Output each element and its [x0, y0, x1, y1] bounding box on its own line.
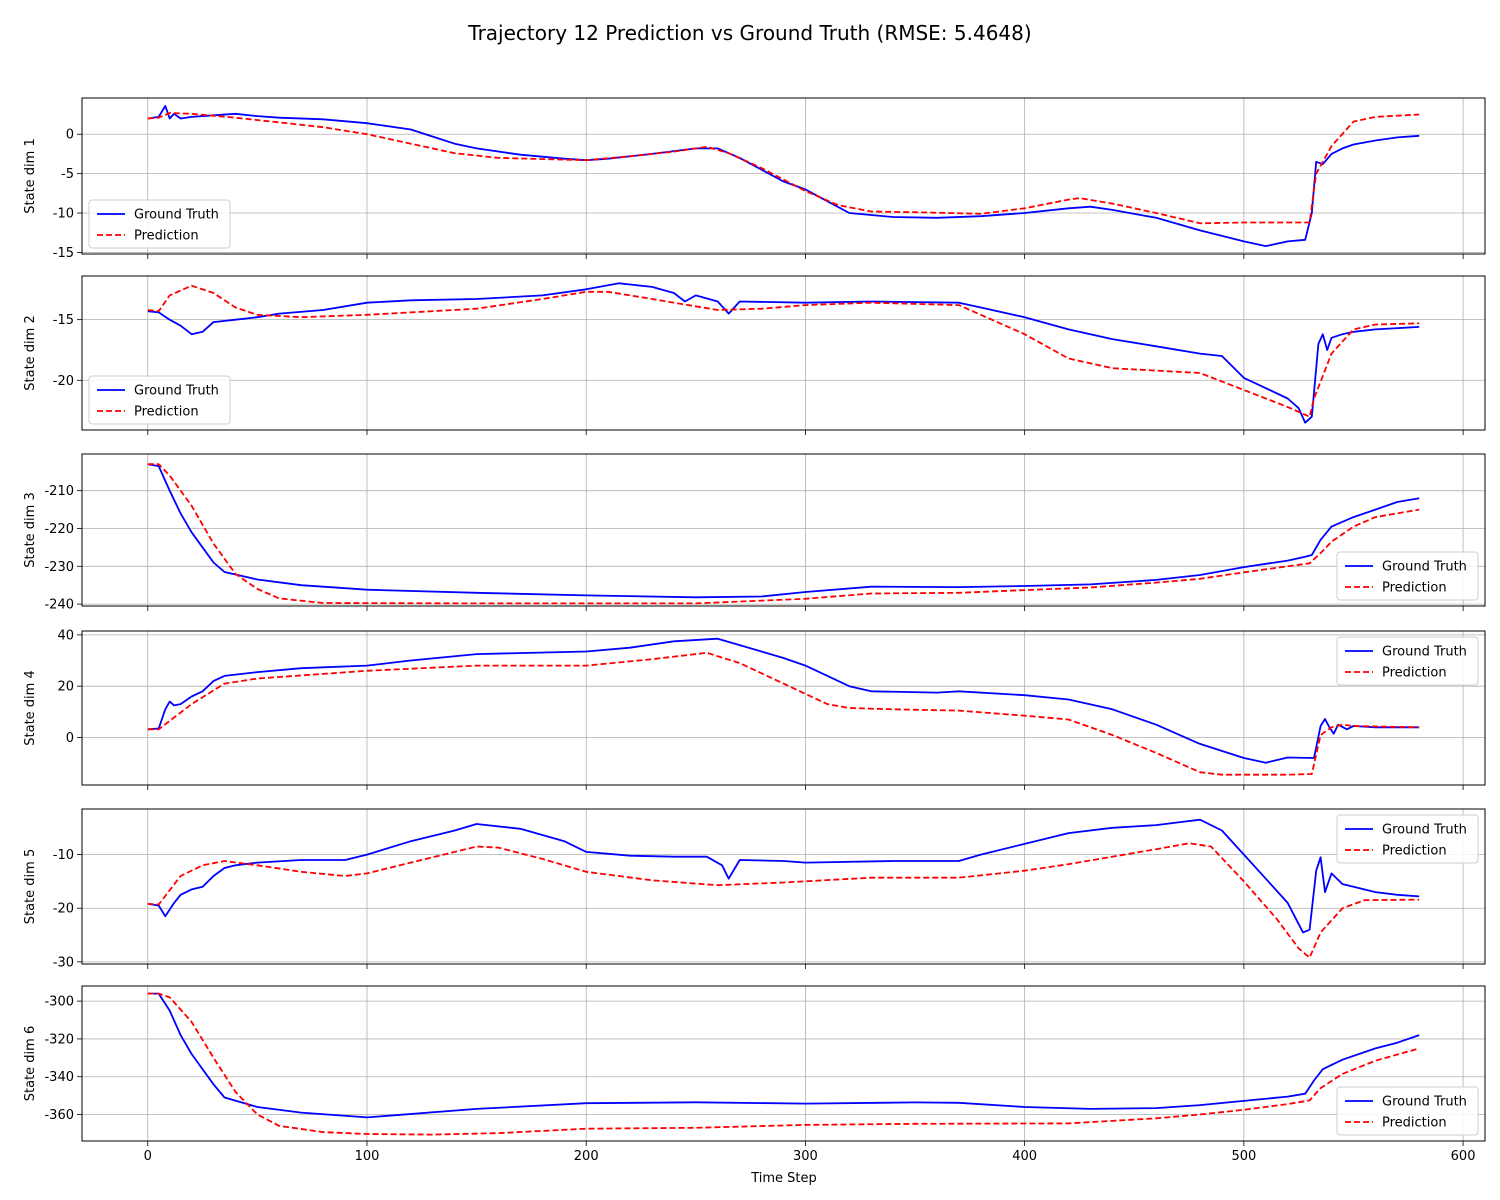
y-tick-label: -15 — [53, 313, 74, 328]
y-tick-label: -10 — [53, 848, 74, 863]
legend-box — [88, 375, 231, 425]
legend-label: Ground Truth — [1382, 645, 1467, 660]
subplot-6: 0 100 200 300 400 500 600 -360 -340 -320 -300 State… — [23, 985, 1486, 1164]
y-axis-label: State dim 3 — [23, 492, 38, 567]
x-tick-label: 500 — [1231, 1149, 1256, 1164]
axes-frame — [81, 97, 1486, 255]
x-tick-label: 200 — [574, 1149, 599, 1164]
x-tick-label: 600 — [1451, 1149, 1476, 1164]
prediction-line — [147, 992, 1420, 1136]
axes-frame — [81, 985, 1486, 1142]
y-tick-label: -220 — [44, 522, 74, 537]
y-tick-label: -300 — [44, 995, 74, 1010]
subplot-3: -240 -230 -220 -210 State dim 3 Ground Truth P… — [23, 453, 1486, 613]
legend-label: Prediction — [1382, 666, 1447, 681]
y-tick-label: -340 — [44, 1070, 74, 1085]
legend-label: Ground Truth — [134, 208, 219, 223]
legend: Ground Truth Prediction — [1336, 814, 1479, 864]
axes-frame — [81, 808, 1486, 965]
y-tick-label: 40 — [57, 628, 74, 643]
y-axis-label: State dim 1 — [23, 138, 38, 213]
subplots: -15 -10 -5 0 State dim 1 Ground Truth Predicti… — [23, 97, 1486, 1164]
legend-box — [1336, 551, 1479, 601]
legend-label: Ground Truth — [134, 384, 219, 399]
y-tick-label: 20 — [57, 680, 74, 695]
ground-truth-line — [147, 637, 1420, 764]
y-tick-label: -20 — [53, 902, 74, 917]
ground-truth-line — [147, 992, 1420, 1119]
ground-truth-line — [147, 463, 1420, 599]
legend-label: Prediction — [134, 405, 199, 420]
y-tick-label: -30 — [53, 955, 74, 970]
legend: Ground Truth Prediction — [88, 375, 231, 425]
subplot-1: -15 -10 -5 0 State dim 1 Ground Truth Predicti… — [23, 97, 1486, 261]
prediction-line — [147, 651, 1420, 776]
x-tick-label: 0 — [144, 1149, 152, 1164]
legend-box — [1336, 636, 1479, 686]
prediction-line — [147, 112, 1420, 225]
ground-truth-line — [147, 105, 1420, 247]
y-tick-label: -360 — [44, 1108, 74, 1123]
legend-label: Ground Truth — [1382, 560, 1467, 575]
y-tick-label: -240 — [44, 598, 74, 613]
y-tick-label: -10 — [53, 207, 74, 222]
legend-box — [1336, 1086, 1479, 1136]
legend-label: Prediction — [1382, 581, 1447, 596]
subplot-4: 0 20 40 State dim 4 Ground Truth Prediction — [23, 628, 1486, 790]
ground-truth-line — [147, 282, 1420, 424]
y-tick-label: -230 — [44, 560, 74, 575]
legend-label: Ground Truth — [1382, 1095, 1467, 1110]
subplot-5: -30 -20 -10 State dim 5 Ground Truth Predicti… — [23, 808, 1486, 970]
legend-label: Ground Truth — [1382, 823, 1467, 838]
x-tick-label: 300 — [793, 1149, 818, 1164]
axes-frame — [81, 453, 1486, 607]
y-axis-label: State dim 4 — [23, 670, 38, 745]
ground-truth-line — [147, 818, 1420, 934]
legend-label: Prediction — [1382, 1116, 1447, 1131]
x-tick-label: 100 — [355, 1149, 380, 1164]
legend-box — [1336, 814, 1479, 864]
y-tick-label: -320 — [44, 1032, 74, 1047]
legend-label: Prediction — [1382, 844, 1447, 859]
legend-box — [88, 199, 231, 249]
legend: Ground Truth Prediction — [1336, 636, 1479, 686]
subplot-2: -20 -15 State dim 2 Ground Truth Prediction — [23, 275, 1486, 435]
legend: Ground Truth Prediction — [1336, 551, 1479, 601]
y-tick-label: 0 — [66, 731, 74, 746]
y-tick-label: -5 — [61, 167, 74, 182]
y-tick-label: 0 — [66, 128, 74, 143]
figure-title: Trajectory 12 Prediction vs Ground Truth… — [467, 21, 1031, 45]
y-tick-label: -210 — [44, 484, 74, 499]
axes-frame — [81, 630, 1486, 786]
y-axis-label: State dim 2 — [23, 315, 38, 390]
axes-frame — [81, 275, 1486, 431]
prediction-line — [147, 842, 1420, 959]
legend: Ground Truth Prediction — [88, 199, 231, 249]
prediction-line — [147, 463, 1420, 605]
y-axis-label: State dim 5 — [23, 849, 38, 924]
legend: Ground Truth Prediction — [1336, 1086, 1479, 1136]
y-tick-label: -15 — [53, 246, 74, 261]
prediction-line — [147, 284, 1420, 418]
x-tick-label: 400 — [1012, 1149, 1037, 1164]
legend-label: Prediction — [134, 229, 199, 244]
y-tick-label: -20 — [53, 374, 74, 389]
x-axis-label: Time Step — [750, 1171, 817, 1186]
y-axis-label: State dim 6 — [23, 1026, 38, 1101]
